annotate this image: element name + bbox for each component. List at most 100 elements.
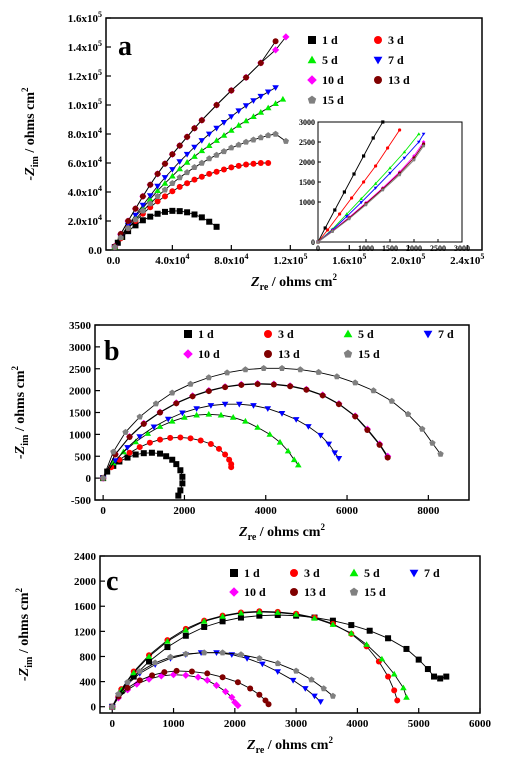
panel-b-point-15-d xyxy=(315,368,322,375)
panel-a-point-7-d xyxy=(205,131,213,138)
panel-c-y-tick-label: 800 xyxy=(80,651,97,663)
panel-b-point-5-d xyxy=(156,423,164,429)
panel-a-point-1-d xyxy=(132,222,139,229)
panel-b-point-13-d xyxy=(189,393,196,400)
panel-c-x-tick-label: 6000 xyxy=(469,718,492,730)
panel-b-point-13-d xyxy=(173,400,180,407)
panel-a-point-13-d xyxy=(169,151,176,158)
panel-a-fit-line-3-d xyxy=(114,162,269,248)
panel-c-point-13-d xyxy=(256,691,263,698)
panel-c-legend-label-7-d: 7 d xyxy=(424,566,440,580)
panel-c-fit-line-5-d xyxy=(111,611,407,707)
panel-a-point-7-d xyxy=(191,144,198,151)
panel-b-point-13-d xyxy=(254,381,261,388)
panel-c-fit-line-3-d xyxy=(111,610,398,707)
panel-c-point-5-d xyxy=(219,613,226,619)
panel-a-point-1-d xyxy=(169,207,176,214)
panel-a-point-15-d xyxy=(213,151,220,158)
panel-a-inset-point-1-d xyxy=(381,120,385,124)
panel-c-point-15-d xyxy=(308,676,315,683)
panel-b-point-1-d xyxy=(140,450,147,457)
panel-c-point-7-d xyxy=(289,677,297,684)
panel-c-legend-label-13-d: 13 d xyxy=(304,585,326,599)
panel-a-point-5-d xyxy=(235,122,242,128)
panel-a-inset-point-7-d xyxy=(388,171,392,175)
panel-a-inset-point-7-d xyxy=(373,186,378,190)
panel-c-point-15-d xyxy=(219,649,226,656)
panel-a-point-5-d xyxy=(176,165,183,172)
panel-a-letter: a xyxy=(118,31,132,62)
panel-c-point-15-d xyxy=(274,660,281,667)
panel-b-point-7-d xyxy=(331,450,339,457)
panel-a-point-5-d xyxy=(205,142,213,148)
panel-a-point-15-d xyxy=(235,141,242,148)
panel-a-point-1-d xyxy=(161,208,168,215)
panel-a-point-1-d xyxy=(154,210,161,217)
panel-b-fit-line-5-d xyxy=(102,413,299,479)
panel-b-point-5-d xyxy=(181,414,188,420)
panel-a-inset-point-5-d xyxy=(345,212,349,216)
panel-b-point-5-d xyxy=(254,424,261,430)
panel-c-point-7-d xyxy=(243,656,251,662)
panel-a-point-7-d xyxy=(228,114,235,120)
panel-a-y-tick-label: 6.0x104 xyxy=(68,155,102,170)
panel-b-x-tick-label: 0 xyxy=(100,505,106,517)
panel-c-point-10-d xyxy=(157,672,165,680)
panel-a-inset-point-7-d xyxy=(421,132,426,136)
panel-c-x-tick-label: 3000 xyxy=(285,718,308,730)
panel-a-point-7-d xyxy=(264,89,272,96)
panel-c-point-5-d xyxy=(390,670,398,677)
panel-a-legend-label-10-d: 10 d xyxy=(322,73,344,87)
panel-a-y-tick-label: 1.2x105 xyxy=(68,68,102,83)
panel-c-point-13-d xyxy=(234,679,241,686)
panel-a-legend-marker-13-d xyxy=(374,76,382,84)
panel-a-inset-point-3-d xyxy=(350,196,354,200)
panel-a-point-7-d xyxy=(154,183,161,190)
panel-b-legend-marker-7-d xyxy=(423,330,433,339)
panel-c-point-13-d xyxy=(247,685,254,692)
panel-b-point-13-d xyxy=(205,388,212,395)
panel-b-point-1-d xyxy=(175,492,182,499)
panel-a-fit-line-5-d xyxy=(114,98,284,248)
panel-a-point-5-d xyxy=(228,127,235,133)
panel-a-point-5-d xyxy=(198,147,206,154)
panel-a-legend-label-5-d: 5 d xyxy=(322,53,338,67)
panel-a-legend-marker-15-d xyxy=(307,95,317,104)
panel-c-legend-label-5-d: 5 d xyxy=(364,566,380,580)
panel-b-legend-label-3-d: 3 d xyxy=(278,327,294,341)
panel-c-point-15-d xyxy=(152,659,159,666)
panel-c-point-1-d xyxy=(182,632,189,639)
panel-c-point-5-d xyxy=(348,629,355,636)
panel-a-inset-point-3-d xyxy=(374,164,378,168)
panel-a-inset-point-3-d xyxy=(338,212,342,216)
panel-a-legend-marker-7-d xyxy=(373,56,383,65)
panel-c-point-5-d xyxy=(311,614,318,621)
panel-c-point-13-d xyxy=(188,668,195,675)
panel-c-point-7-d xyxy=(311,693,318,700)
panel-b-point-3-d xyxy=(197,437,204,444)
panel-c-point-5-d xyxy=(237,609,245,616)
panel-b-point-15-d xyxy=(370,387,377,394)
panel-b-point-3-d xyxy=(222,451,229,458)
panel-a-point-13-d xyxy=(191,125,198,132)
panel-a-point-5-d xyxy=(272,100,279,106)
panel-a-point-3-d xyxy=(176,183,183,190)
panel-a-point-3-d xyxy=(228,164,235,171)
panel-c-point-15-d xyxy=(124,678,131,685)
panel-a-inset-point-3-d xyxy=(386,146,390,150)
panel-b-point-1-d xyxy=(132,451,139,458)
panel-b-x-tick-label: 6000 xyxy=(336,505,359,517)
panel-a-inset-point-1-d xyxy=(371,136,375,140)
panel-a-point-3-d xyxy=(257,160,264,166)
panel-a-point-7-d xyxy=(257,93,265,100)
panel-b-point-5-d xyxy=(295,461,302,468)
panel-a-inset-y-tick-label: 2000 xyxy=(299,158,315,167)
panel-a-point-15-d xyxy=(161,186,169,193)
panel-a-point-5-d xyxy=(154,187,161,193)
panel-a-legend-label-13-d: 13 d xyxy=(388,73,410,87)
panel-a-point-7-d xyxy=(220,120,228,126)
panel-c-point-1-d xyxy=(274,612,281,619)
panel-a-point-1-d xyxy=(176,208,183,215)
panel-c-point-1-d xyxy=(424,666,431,673)
panel-c-x-tick-label: 5000 xyxy=(408,718,431,730)
